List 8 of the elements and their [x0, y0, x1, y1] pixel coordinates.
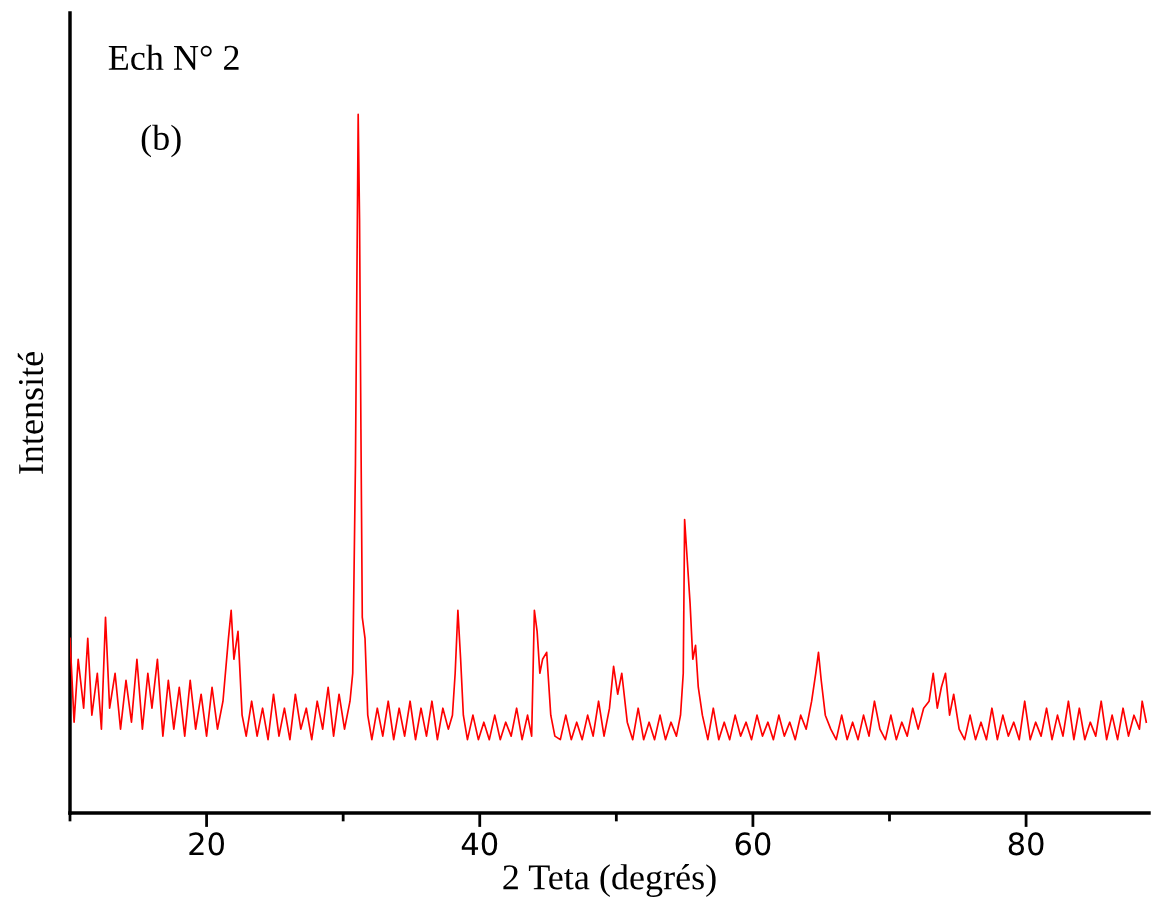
annotation: (b) — [141, 124, 181, 158]
y-axis-title: Intensité — [17, 352, 44, 474]
x-tick-label: 80 — [1008, 832, 1044, 856]
x-tick-label: 60 — [735, 832, 771, 856]
x-axis-title: 2 Teta (degrés) — [503, 864, 716, 897]
x-tick-label: 40 — [461, 832, 498, 856]
text: Ech N° 2 — [108, 44, 239, 71]
x-tick-label: 20 — [189, 832, 224, 856]
